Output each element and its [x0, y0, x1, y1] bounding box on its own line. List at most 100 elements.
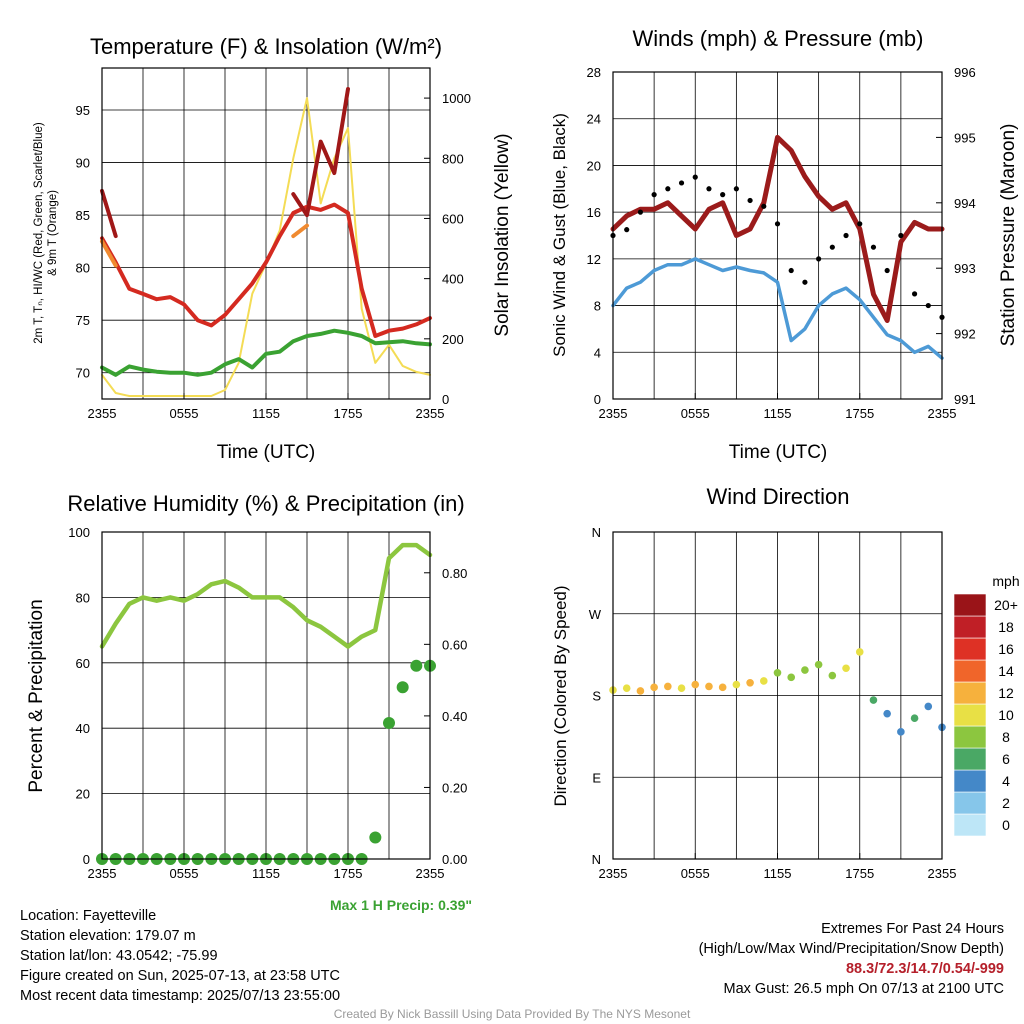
wind-direction-point [787, 673, 796, 682]
colorbar-unit: mph [992, 573, 1019, 589]
colorbar-label: 6 [1002, 751, 1010, 767]
wind-direction-point [869, 696, 878, 704]
temp-ytick-right-label: 200 [442, 332, 464, 347]
winds-xtick-label: 1155 [764, 406, 792, 421]
colorbar-label: 4 [1002, 773, 1010, 789]
wind-direction-point [746, 678, 754, 687]
winds-ytick-right-label: 994 [954, 196, 976, 211]
colorbar-label: 18 [998, 619, 1014, 635]
temp-ticks: 2355 0555 1155 1755 2355 70 75 80 85 90 95 0 200 400 6… [76, 91, 471, 421]
colorbar-swatch [953, 637, 987, 661]
colorbar: 0 2 4 6 8 10 12 14 16 18 20+ [953, 593, 1018, 837]
gust-point [816, 256, 822, 262]
gust-point [720, 192, 726, 198]
winds-xtick-label: 2355 [928, 406, 957, 421]
wind-direction-point [910, 714, 919, 723]
temp-ytick-label: 70 [76, 366, 90, 381]
temp-xtick-label: 2355 [88, 406, 117, 421]
rh-ylabel-left: Percent & Precipitation [26, 599, 47, 792]
heat-index-line [100, 202, 432, 338]
winds-grid [613, 72, 942, 399]
wind-direction-point [924, 702, 933, 711]
temp-9m-line [100, 239, 118, 268]
wind-direction-point [897, 728, 905, 736]
dir-ytick-label: E [592, 770, 601, 785]
dir-xtick-label: 2355 [928, 866, 957, 881]
wind-direction-point [705, 682, 713, 691]
dewpoint-line [100, 328, 432, 377]
temp-grid [102, 68, 430, 399]
temp-9m-line [291, 223, 309, 239]
winds-ylabel-left: Sonic Wind & Gust (Blue, Black) [550, 113, 569, 357]
winds-xtick-label: 1755 [845, 406, 874, 421]
precip-point [383, 717, 395, 730]
temp-ytick-label: 80 [76, 261, 90, 276]
winds-ticks: 2355 0555 1155 1755 235504812162024289919929… [587, 65, 976, 421]
colorbar-swatch [953, 703, 987, 727]
rh-ytick-label: 100 [68, 525, 90, 540]
temp-ylabel-1: 2m T, Tₙ, HI/WC (Red, Green, Scarlet/Blu… [33, 122, 45, 344]
rh-ytick-right-label: 0.40 [442, 709, 467, 724]
dir-ytick-label: N [592, 525, 601, 540]
rh-ytick-label: 60 [76, 656, 90, 671]
extremes-info: Extremes For Past 24 Hours (High/Low/Max… [699, 919, 1004, 999]
gust-point [624, 227, 630, 233]
wind-direction-point [691, 680, 700, 689]
precip-point [410, 659, 423, 672]
temp-ytick-label: 90 [76, 156, 90, 171]
rh-xtick-label: 1155 [252, 866, 280, 881]
rh-xtick-label: 0555 [170, 866, 199, 881]
rh-title: Relative Humidity (%) & Precipitation (i… [67, 491, 464, 516]
colorbar-label: 2 [1002, 795, 1010, 811]
colorbar-swatch [953, 813, 987, 837]
dir-series [609, 648, 946, 736]
rh-xtick-label: 1755 [334, 866, 363, 881]
dir-ytick-label: S [592, 689, 601, 704]
colorbar-label: 14 [998, 663, 1014, 679]
wind-direction-point [842, 664, 850, 673]
info-elevation: Station elevation: 179.07 m [20, 928, 196, 944]
wind-direction-point [650, 683, 658, 692]
temp-xlabel: Time (UTC) [217, 442, 316, 463]
gust-point [829, 244, 835, 250]
dir-xtick-label: 2355 [599, 866, 628, 881]
gust-point [665, 186, 671, 192]
precip-point [369, 831, 382, 844]
rh-ytick-right-label: 0.80 [442, 566, 467, 581]
rh-xtick-label: 2355 [88, 866, 117, 881]
gust-point [747, 197, 753, 204]
gust-point [637, 209, 644, 215]
dir-panel: Wind Direction 2355 0555 1155 1755 2355NESWN… [551, 484, 1020, 881]
gust-point [802, 279, 808, 285]
temp-ytick-right-label: 1000 [442, 91, 471, 106]
winds-ytick-label: 16 [587, 205, 601, 220]
colorbar-swatch [953, 659, 987, 683]
gust-point [733, 186, 739, 192]
gust-point [898, 232, 904, 239]
rh-ytick-label: 20 [76, 787, 90, 802]
temp-ytick-label: 75 [76, 313, 90, 328]
colorbar-label: 8 [1002, 729, 1010, 745]
dir-grid [613, 532, 942, 859]
temp-series [100, 87, 432, 397]
colorbar-label: 12 [998, 685, 1014, 701]
gust-point [692, 174, 698, 180]
info-latlon: Station lat/lon: 43.0542; -75.99 [20, 948, 218, 964]
colorbar-swatch [953, 747, 987, 771]
rh-ytick-label: 40 [76, 721, 90, 736]
winds-panel: Winds (mph) & Pressure (mb) 2355 0555 1155… [550, 26, 1019, 463]
winds-ytick-label: 12 [587, 252, 601, 267]
winds-series [610, 134, 945, 360]
dir-title: Wind Direction [706, 484, 849, 509]
rh-xtick-label: 2355 [416, 866, 445, 881]
rh-panel: Relative Humidity (%) & Precipitation (i… [26, 491, 467, 881]
winds-ytick-label: 0 [594, 392, 601, 407]
colorbar-swatch [953, 615, 987, 639]
colorbar-label: 16 [998, 641, 1014, 657]
dir-xtick-label: 1755 [845, 866, 874, 881]
winds-ytick-label: 28 [587, 65, 601, 80]
winds-ytick-right-label: 996 [954, 65, 976, 80]
gust-point [925, 302, 931, 309]
extremes-values: 88.3/72.3/14.7/0.54/-999 [845, 961, 1004, 977]
